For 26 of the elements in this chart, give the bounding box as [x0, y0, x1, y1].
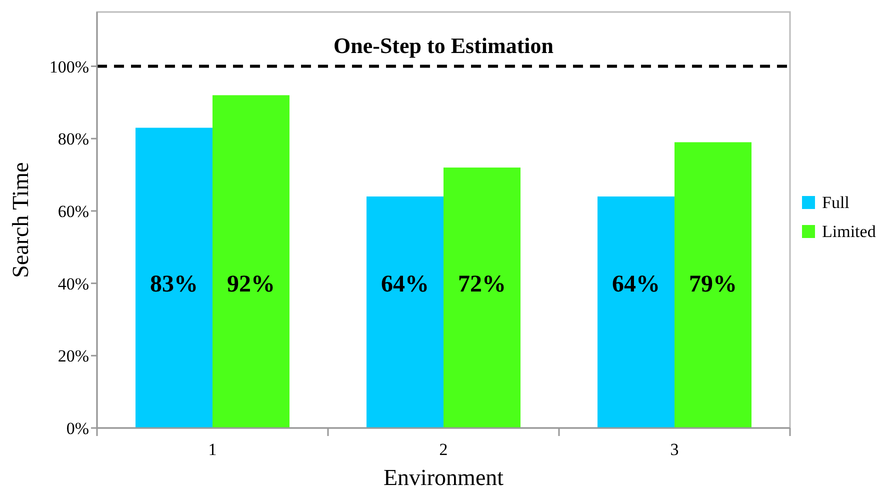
x-tick-label: 3 — [670, 440, 679, 459]
bar — [598, 196, 674, 428]
y-tick-label: 80% — [58, 130, 89, 149]
bar — [674, 142, 752, 428]
data-label: 92% — [227, 271, 275, 298]
y-tick-label: 100% — [49, 57, 89, 76]
x-tick-label: 1 — [208, 440, 217, 459]
x-axis-title: Environment — [383, 465, 504, 490]
y-tick-label: 40% — [58, 274, 89, 294]
y-tick-label: 60% — [58, 202, 89, 221]
y-tick-label: 0% — [66, 419, 89, 438]
y-axis-title: Search Time — [8, 162, 33, 278]
x-tick-label: 2 — [439, 440, 448, 459]
bar — [366, 196, 444, 428]
data-label: 72% — [458, 271, 506, 298]
data-label: 79% — [689, 271, 737, 298]
legend-label: Limited — [822, 222, 876, 241]
data-label: 64% — [381, 271, 429, 298]
bar — [444, 168, 520, 428]
data-label: 64% — [612, 271, 660, 298]
bar — [136, 128, 212, 428]
text: One-Step to Estimation — [334, 33, 554, 58]
bar — [212, 95, 290, 428]
data-label: 83% — [150, 271, 198, 298]
legend-label: Full — [822, 193, 850, 212]
y-tick-label: 20% — [58, 346, 89, 366]
